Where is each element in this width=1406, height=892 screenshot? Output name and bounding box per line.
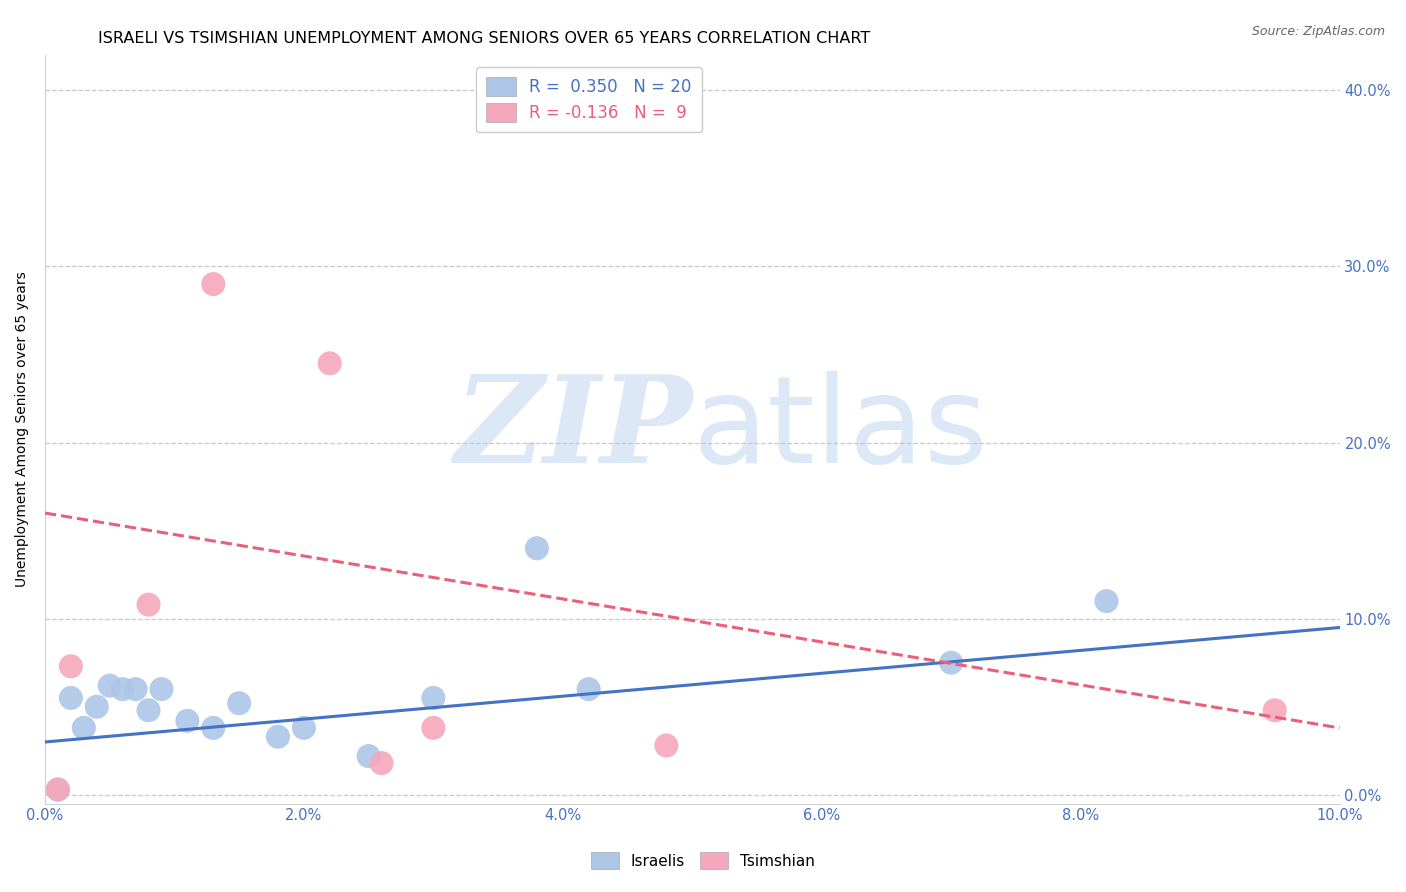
Point: [150, 682, 173, 697]
Point: [176, 714, 198, 728]
Point: [655, 739, 678, 753]
Point: [202, 721, 225, 735]
Point: [1095, 594, 1118, 608]
Point: [59, 659, 82, 673]
Point: [267, 730, 290, 744]
Legend: Israelis, Tsimshian: Israelis, Tsimshian: [585, 846, 821, 875]
Point: [59, 690, 82, 705]
Point: [1264, 703, 1286, 717]
Point: [73, 721, 96, 735]
Point: [138, 703, 160, 717]
Point: [111, 682, 134, 697]
Point: [46, 782, 69, 797]
Point: [98, 679, 121, 693]
Point: [124, 682, 146, 697]
Point: [202, 277, 225, 291]
Point: [138, 598, 160, 612]
Point: [422, 721, 444, 735]
Point: [526, 541, 548, 556]
Point: [357, 749, 380, 764]
Y-axis label: Unemployment Among Seniors over 65 years: Unemployment Among Seniors over 65 years: [15, 271, 30, 587]
Text: Source: ZipAtlas.com: Source: ZipAtlas.com: [1251, 25, 1385, 38]
Text: ZIP: ZIP: [454, 370, 692, 489]
Point: [578, 682, 600, 697]
Point: [86, 699, 108, 714]
Point: [292, 721, 315, 735]
Text: atlas: atlas: [692, 371, 988, 488]
Legend: R =  0.350   N = 20, R = -0.136   N =  9: R = 0.350 N = 20, R = -0.136 N = 9: [475, 67, 702, 132]
Point: [46, 782, 69, 797]
Point: [228, 696, 250, 710]
Text: ISRAELI VS TSIMSHIAN UNEMPLOYMENT AMONG SENIORS OVER 65 YEARS CORRELATION CHART: ISRAELI VS TSIMSHIAN UNEMPLOYMENT AMONG …: [98, 31, 870, 46]
Point: [422, 690, 444, 705]
Point: [319, 356, 342, 370]
Point: [370, 756, 392, 771]
Point: [939, 656, 962, 670]
